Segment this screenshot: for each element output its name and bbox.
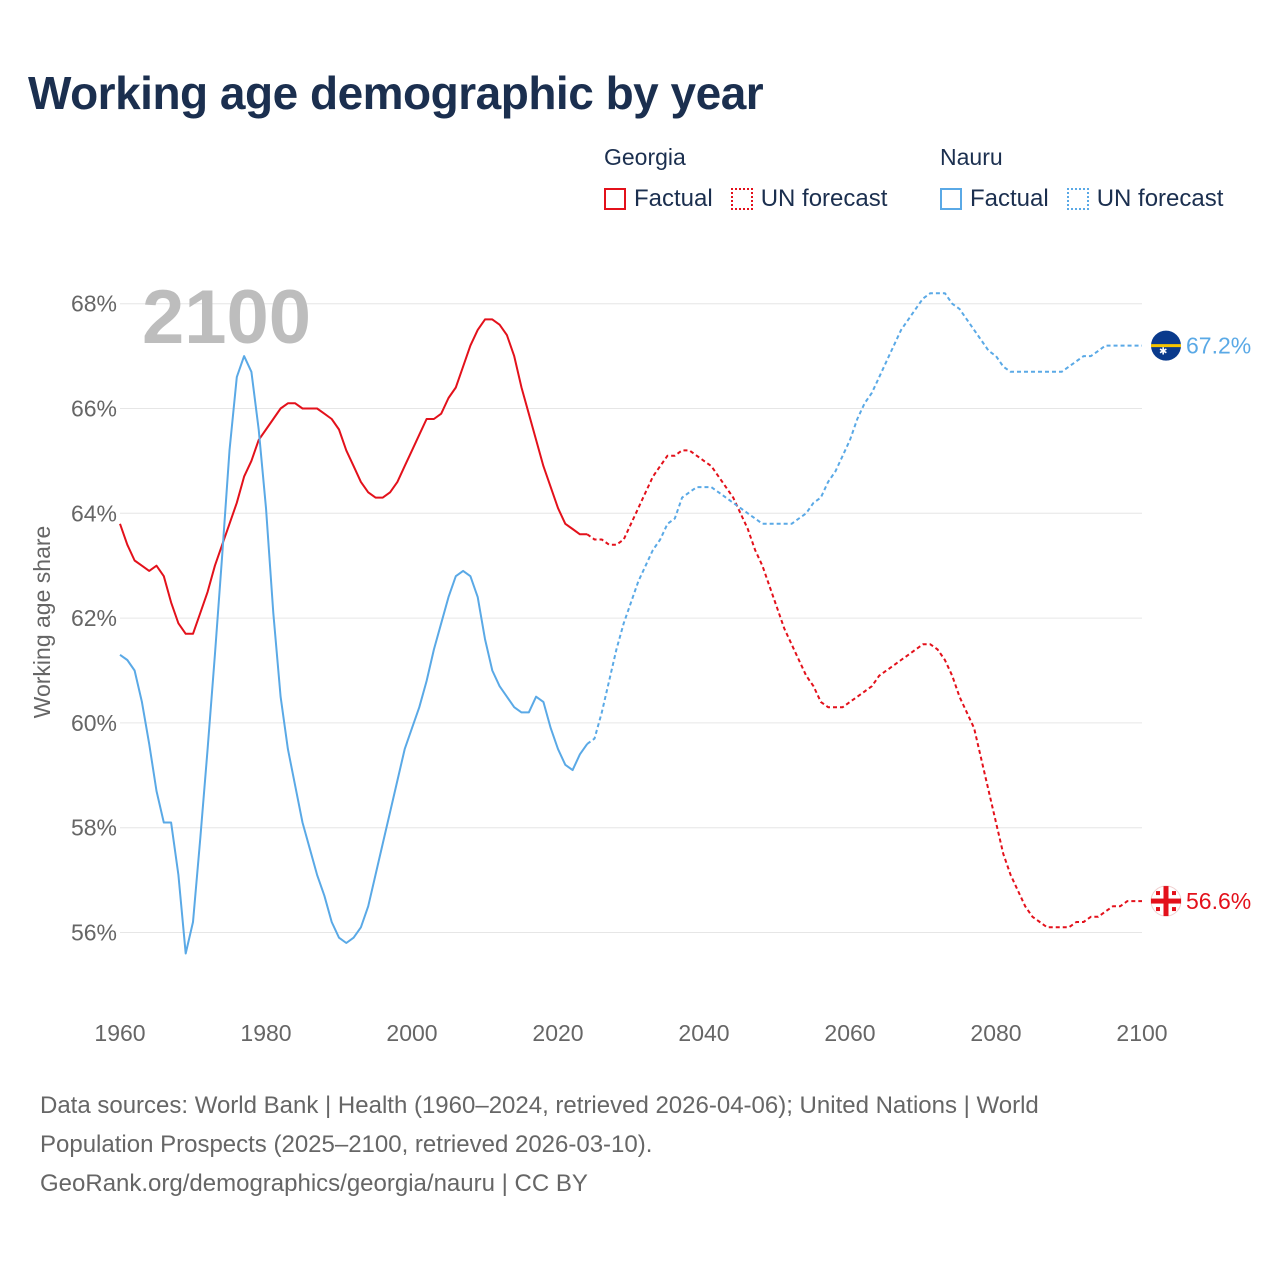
x-axis-ticks: 1960 1980 2000 2020 2040 2060 2080 2100 (94, 1020, 1167, 1046)
y-tick-label: 58% (71, 815, 117, 841)
georgia-end-value: 56.6% (1186, 888, 1251, 914)
legend-georgia-factual-swatch (604, 188, 626, 210)
chart-plot: 56% 58% 60% 62% 64% 66% 68% 1960 1980 2000 2020 20… (29, 275, 1251, 1046)
x-tick-label: 2100 (1116, 1020, 1167, 1046)
legend-nauru-factual-swatch (940, 188, 962, 210)
x-tick-label: 1980 (240, 1020, 291, 1046)
series-line-georgia-un-forecast (586, 449, 1142, 929)
y-tick-label: 56% (71, 920, 117, 946)
series-line-nauru-factual (119, 355, 589, 955)
legend-georgia-forecast-swatch (730, 188, 753, 210)
y-axis-label: Working age share (29, 526, 55, 719)
y-tick-label: 60% (71, 710, 117, 736)
legend-nauru-forecast-label: UN forecast (1096, 185, 1224, 212)
legend-nauru-factual[interactable]: Factual (940, 185, 1049, 213)
nauru-end-value: 67.2% (1186, 333, 1251, 359)
nauru-flag-icon: ✱ (1151, 330, 1181, 361)
footer-line-2: Population Prospects (2025–2100, retriev… (40, 1131, 653, 1158)
svg-text:✱: ✱ (1159, 347, 1167, 358)
x-tick-label: 2040 (678, 1020, 729, 1046)
legend-georgia-name: Georgia (604, 144, 686, 170)
legend-georgia: Georgia Factual UN forecast (604, 144, 905, 213)
series-line-georgia-factual (119, 318, 588, 635)
georgia-flag-icon (1150, 885, 1182, 917)
legend-nauru-forecast[interactable]: UN forecast (1066, 185, 1224, 213)
y-axis-ticks: 56% 58% 60% 62% 64% 66% 68% (71, 291, 117, 946)
legend-georgia-forecast[interactable]: UN forecast (730, 185, 888, 213)
footer-sources: Data sources: World Bank | Health (1960–… (40, 1086, 1220, 1203)
y-tick-label: 68% (71, 291, 117, 317)
x-tick-label: 2060 (824, 1020, 875, 1046)
legend-georgia-forecast-label: UN forecast (760, 185, 888, 212)
y-tick-label: 62% (71, 605, 117, 631)
legend-nauru-forecast-swatch (1066, 188, 1089, 210)
series-lines (119, 292, 1142, 955)
footer-line-1: Data sources: World Bank | Health (1960–… (40, 1092, 1039, 1119)
legend-georgia-factual[interactable]: Factual (604, 185, 713, 213)
x-tick-label: 2000 (386, 1020, 437, 1046)
y-tick-label: 66% (71, 396, 117, 422)
y-tick-label: 64% (71, 500, 117, 526)
x-tick-label: 2020 (532, 1020, 583, 1046)
legend-nauru: Nauru Factual UN forecast (940, 144, 1223, 213)
year-watermark: 2100 (142, 275, 311, 360)
series-line-nauru-un-forecast (586, 292, 1142, 745)
footer-line-3: GeoRank.org/demographics/georgia/nauru |… (40, 1170, 588, 1197)
chart-title: Working age demographic by year (28, 67, 764, 119)
legend-nauru-factual-label: Factual (970, 185, 1049, 212)
x-tick-label: 2080 (970, 1020, 1021, 1046)
grid-lines (120, 303, 1142, 933)
legend-georgia-factual-label: Factual (634, 185, 713, 212)
legend-nauru-name: Nauru (940, 144, 1003, 170)
x-tick-label: 1960 (94, 1020, 145, 1046)
